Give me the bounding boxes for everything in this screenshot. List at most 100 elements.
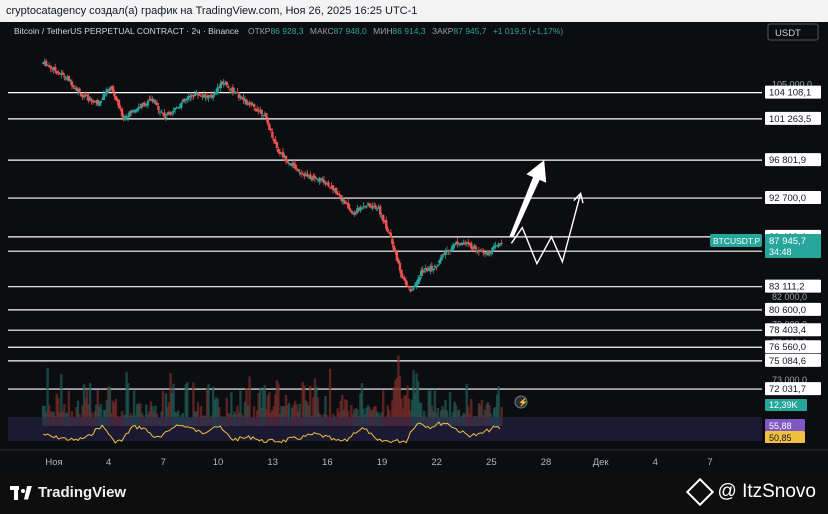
volume-bar (107, 386, 110, 426)
candle-body (129, 110, 133, 113)
candle-body (442, 253, 446, 255)
candle-body (90, 99, 93, 101)
candle-body (95, 101, 98, 103)
rsi-layer (8, 417, 762, 444)
volume-bar (154, 405, 157, 426)
candle-body (216, 87, 219, 94)
candle-body (473, 245, 476, 249)
volume-bar (280, 406, 283, 426)
volume-bar (395, 377, 399, 426)
price-chart-svg[interactable]: 105 000,082 000,079 000,077 000,073 000,… (0, 22, 828, 474)
candle-body (228, 89, 232, 91)
volume-bar (113, 402, 116, 426)
candle-body (457, 243, 461, 245)
candle-body (418, 276, 421, 281)
candle-body (456, 241, 459, 245)
volume-bar (151, 406, 154, 426)
candle-body (451, 245, 455, 250)
candle-body (96, 99, 99, 105)
candle-body (122, 115, 125, 119)
candle-body (410, 289, 414, 291)
candle-body (52, 67, 55, 71)
level-label-box (765, 323, 821, 337)
tradingview-logo-icon (10, 485, 32, 500)
candle-body (231, 87, 235, 93)
volume-bar (252, 406, 256, 426)
candle-body (184, 99, 188, 101)
candle-body (404, 280, 408, 285)
volume-bar (427, 390, 430, 426)
currency-button[interactable] (767, 23, 819, 41)
volume-bar (99, 404, 102, 426)
candle-body (444, 252, 447, 256)
header-caption: cryptocatagency создал(а) график на Trad… (6, 5, 418, 17)
chart-area[interactable]: 105 000,082 000,079 000,077 000,073 000,… (0, 22, 828, 474)
candle-body (500, 243, 503, 245)
x-tick-label: 16 (322, 457, 333, 468)
volume-bar (309, 385, 312, 426)
volume-bar (186, 382, 189, 426)
candle-body (195, 92, 198, 95)
candle-body (448, 249, 452, 252)
volume-bar (315, 386, 318, 426)
volume-bar (497, 386, 500, 426)
tradingview-logo[interactable]: TradingView (10, 484, 126, 501)
volume-bar (96, 390, 99, 426)
candle-body (498, 243, 502, 245)
volume-bar (263, 385, 266, 426)
arrows-layer (509, 160, 584, 266)
symbol-tag-label: BTCUSDT.P (713, 236, 761, 246)
candle-body (474, 246, 478, 250)
volume-bar (394, 380, 397, 426)
volume-bar (366, 405, 370, 426)
candle-body (315, 178, 318, 180)
volume-bar (312, 397, 315, 426)
candle-body (354, 212, 358, 214)
chart-header: cryptocatagency создал(а) график на Trad… (0, 0, 828, 22)
candle-body (433, 265, 437, 268)
x-tick-label: Ноя (45, 457, 62, 468)
currency-button-label: USDT (775, 28, 801, 39)
candle-body (351, 212, 355, 214)
candle-body (251, 104, 254, 106)
volume-bar (167, 402, 171, 426)
candle-body (295, 167, 298, 169)
candle-body (429, 266, 432, 272)
volume-bar (207, 384, 210, 426)
candle-body (125, 116, 128, 118)
volume-bar (137, 403, 140, 426)
volume-bar (246, 405, 250, 426)
candle-body (394, 249, 397, 252)
candle-body (471, 248, 475, 250)
level-label: 96 801,9 (769, 155, 806, 166)
candle-body (131, 110, 134, 113)
volume-bar (260, 407, 263, 426)
volume-bar (284, 394, 288, 426)
volume-bar (304, 400, 307, 426)
candle-body (54, 66, 57, 71)
x-tick-label: 10 (213, 457, 224, 468)
candle-body (278, 151, 282, 154)
candle-body (88, 98, 92, 100)
level-label: 101 263,5 (769, 114, 811, 125)
candle-body (245, 99, 248, 104)
candle-body (298, 172, 301, 174)
volume-bar (84, 398, 87, 426)
level-label-box (765, 153, 821, 167)
candle-body (192, 95, 195, 97)
x-tick-label: 7 (707, 457, 712, 468)
candle-body (114, 96, 118, 101)
legend-symbol-title: Bitcoin / TetherUS PERPETUAL CONTRACT · … (14, 26, 239, 36)
level-label: 76 560,0 (769, 342, 806, 353)
candle-body (107, 90, 110, 92)
candle-body (142, 102, 145, 104)
candle-body (325, 183, 329, 185)
candle-body (43, 61, 46, 65)
candle-body (432, 268, 435, 271)
candle-body (240, 97, 244, 99)
volume-bar (479, 404, 482, 426)
candle-body (439, 257, 443, 261)
candle-body (331, 185, 335, 191)
candle-body (281, 151, 285, 158)
candle-body (406, 285, 409, 287)
